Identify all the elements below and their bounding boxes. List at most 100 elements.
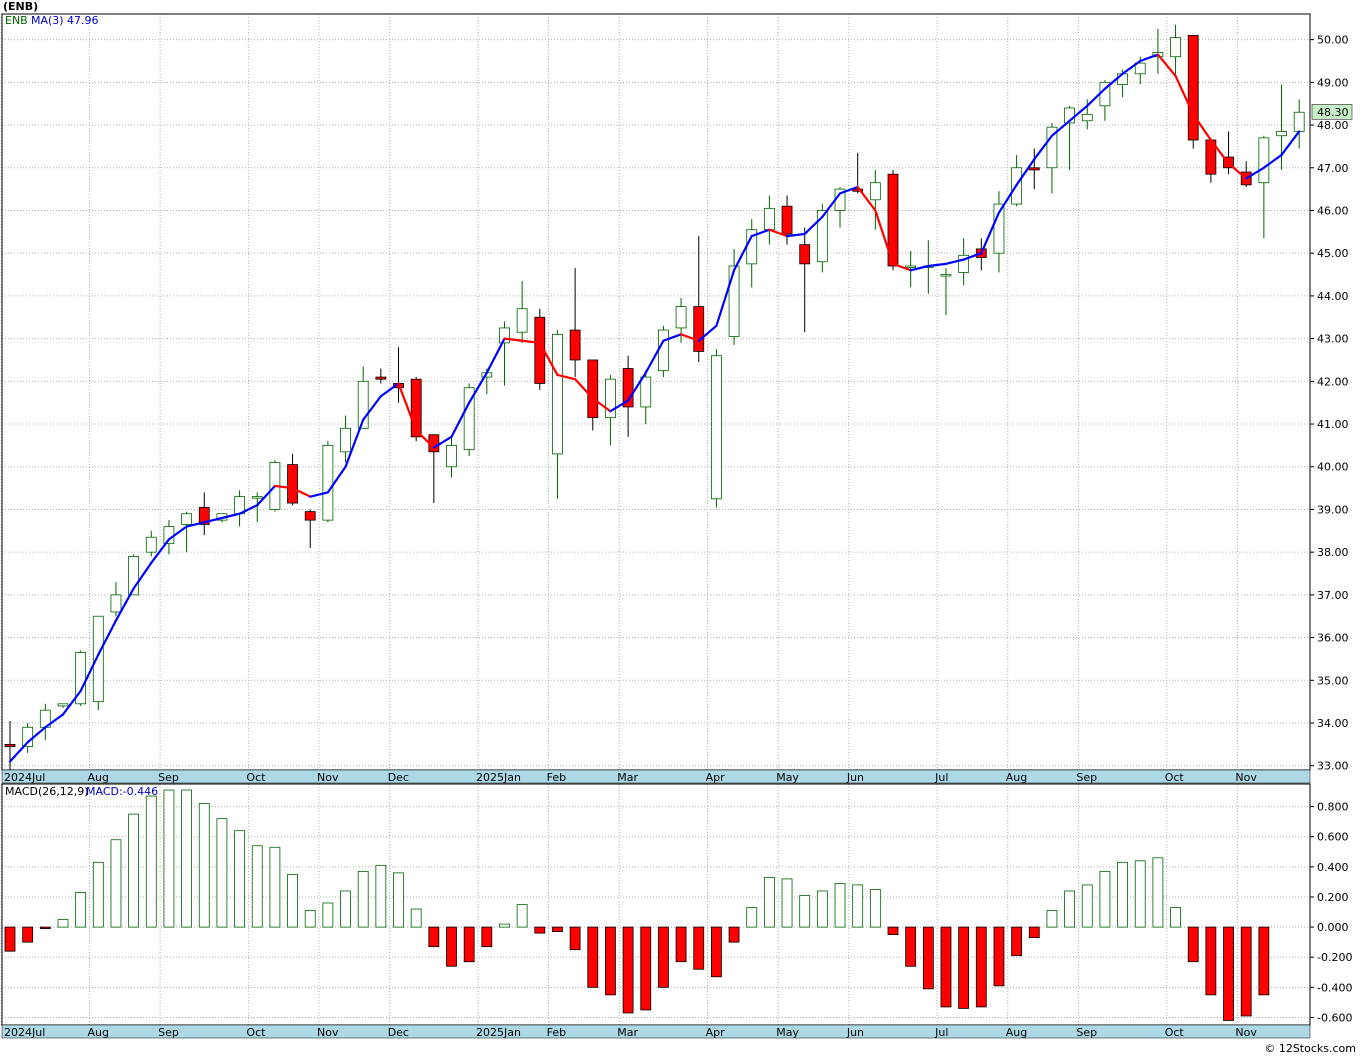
ma-segment [132,561,153,590]
macd-bar-negative [446,926,457,967]
macd-x-tick-label: Oct [1165,1026,1185,1039]
price-y-tick-label: 39.00 [1317,503,1349,516]
macd-x-tick-label: 2024Jul [4,1026,45,1039]
candles [4,24,1305,770]
macd-x-tick-label: May [776,1026,799,1039]
macd-bar-positive [1064,890,1075,928]
macd-bar-negative [640,926,652,1011]
macd-bar-negative [39,926,51,930]
macd-y-tick-label: 0.600 [1317,831,1349,844]
ma-segment [97,619,118,656]
last-price-box [1311,103,1353,120]
candle-up [516,308,528,333]
candle-up [958,254,970,273]
macd-bar-positive [869,889,881,928]
macd-bar-negative [605,926,616,996]
macd-bar-positive [1117,861,1128,928]
price-y-tick-label: 41.00 [1317,418,1349,431]
price-x-tick-label: Nov [317,771,339,784]
macd-bar-positive [357,870,369,928]
macd-bar-positive [799,895,811,928]
ma-segment [891,262,912,272]
candle-up [1134,62,1146,75]
price-y-tick-label: 50.00 [1317,34,1349,47]
candle-up [940,274,952,277]
ma-segment [715,269,736,327]
macd-bar-negative [693,926,705,970]
macd-bar-positive [852,884,864,928]
ma-segment [150,538,171,564]
price-x-tick-label: Oct [246,771,266,784]
ma-segment [8,741,29,763]
candle-up [181,513,193,525]
macd-y-tick-label: 0.000 [1317,921,1349,934]
ma-segment [1086,87,1107,107]
ma-segment [397,382,418,432]
ma-segment [167,525,188,541]
price-x-tick-label: Feb [547,771,566,784]
macd-bar-negative [1028,926,1040,939]
macd-bar-negative [922,926,934,990]
macd-bar-positive [763,876,775,928]
ma-segment [220,512,241,520]
macd-bar-negative [711,926,722,978]
macd-x-tick-label: Dec [388,1026,409,1039]
macd-y-tick-label: 0.800 [1317,801,1349,814]
ma-segment [697,324,718,342]
macd-bar-negative [1240,926,1252,1017]
ma-segment [1015,158,1036,186]
macd-bar-negative [993,926,1005,987]
ma-segment [450,401,471,438]
price-x-tick-label: Nov [1235,771,1257,784]
price-x-tick-label: May [776,771,799,784]
ma-segment [1156,53,1177,78]
ma-segment [1245,166,1265,180]
price-y-tick-label: 34.00 [1317,717,1349,730]
candle-up [1258,137,1270,184]
price-y-tick-label: 42.00 [1317,375,1349,388]
candle-up [869,182,881,201]
price-x-tick-label: Sep [158,771,179,784]
chart-title: (ENB) [3,0,38,13]
candle-up [357,380,369,429]
macd-x-tick-label: Feb [547,1026,566,1039]
price-x-tick-label: Jun [846,771,864,784]
macd-bar-negative [587,926,599,988]
ma-segment [1121,59,1142,75]
price-x-tick-label: Sep [1076,771,1097,784]
ma-segment [732,235,753,272]
price-y-tick-label: 37.00 [1317,589,1349,602]
candle-down [198,506,210,525]
ma-segment [379,382,400,398]
ma-segment [203,516,224,524]
ma-segment [909,264,930,272]
macd-x-tick-label: Apr [706,1026,726,1039]
macd-bar-negative [1258,926,1270,996]
ma-segment [838,185,859,195]
candle-down [587,359,599,419]
ma-segment [874,209,895,265]
macd-x-tick-label: Aug [1006,1026,1027,1039]
ma-segment [750,228,771,238]
price-x-tick-label: Oct [1165,771,1185,784]
price-y-tick-label: 46.00 [1317,204,1349,217]
ma-segment [273,484,294,490]
macd-date-axis-bar [1,1024,1311,1039]
credit-text: © 12Stocks.com [1264,1042,1356,1055]
candle-down [1187,34,1199,141]
ma-segment [185,521,206,528]
macd-bar-positive [304,910,316,928]
candle-up [711,355,722,500]
macd-bar-positive [322,902,334,928]
macd-bar-positive [499,923,510,928]
candle-up [905,265,917,268]
candle-down [375,376,387,380]
macd-bar-positive [834,883,846,928]
macd-legend-name: MACD(26,12,9) [5,785,89,798]
price-date-axis-bar [1,769,1311,784]
ma-segment [114,587,135,622]
candle-up [128,556,140,596]
macd-legend-value: MACD:-0.446 [86,785,158,798]
price-y-tick-label: 43.00 [1317,333,1349,346]
